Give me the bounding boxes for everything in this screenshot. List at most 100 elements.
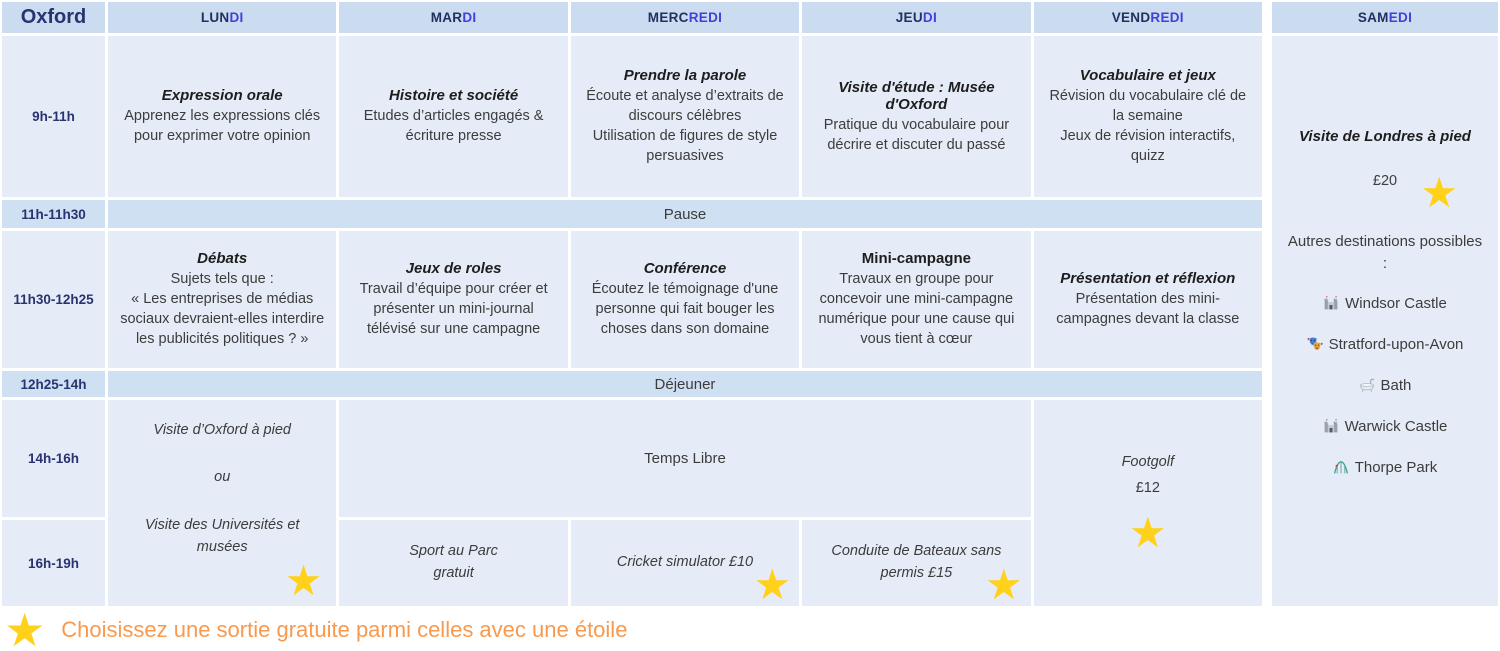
- cell-content: Jeux de roles Travail d’équipe pour crée…: [349, 260, 557, 339]
- destination-label: Thorpe Park: [1354, 458, 1438, 476]
- day-label: SAM: [1357, 10, 1389, 25]
- schedule-table: Oxford LUN DI MAR DI MERC REDI JEU DI VEND RE…: [2, 2, 1498, 606]
- destination-label: Warwick Castle: [1344, 417, 1448, 435]
- destination-item: Windsor Castle: [1307, 295, 1464, 312]
- day-label-suffix: REDI: [1150, 10, 1184, 25]
- day-header-mercredi: MERC REDI: [570, 2, 800, 33]
- activity-desc: Sujets tels que : « Les entreprises de m…: [120, 271, 325, 347]
- activity-title: Mini-campagne: [861, 250, 971, 267]
- day-header-samedi: SAM EDI: [1271, 2, 1498, 33]
- activity-title: Conférence: [643, 260, 727, 277]
- day-label: MERC: [647, 10, 689, 25]
- time-label: 11h-11h30: [21, 206, 86, 222]
- page-title: Oxford: [20, 6, 87, 28]
- pause-band: Pause: [108, 200, 1262, 228]
- lunch-band: Déjeuner: [108, 371, 1262, 397]
- cell-vendredi-apres-midi: Footgolf £12 ★: [1033, 400, 1262, 606]
- time-cell-14h-16h: 14h-16h: [2, 400, 105, 517]
- star-icon: ★: [753, 561, 792, 608]
- time-label: 9h-11h: [32, 109, 75, 124]
- day-label: MAR: [430, 10, 463, 25]
- activity-desc: Etudes d’articles engagés & écriture pre…: [363, 108, 544, 144]
- activity-title: Footgolf: [1121, 454, 1174, 471]
- star-icon: ★: [984, 561, 1023, 608]
- free-time-label: Temps Libre: [644, 450, 726, 467]
- day-header-lundi: LUN DI: [108, 2, 337, 33]
- day-label-suffix: DI: [462, 10, 477, 25]
- destination-label: Windsor Castle: [1345, 294, 1447, 312]
- time-cell-11h30-12h25: 11h30-12h25: [2, 231, 105, 368]
- castle-icon: [1324, 296, 1338, 310]
- cell-content: Conférence Écoutez le témoignage d'une p…: [581, 260, 789, 339]
- cell-jeudi-soir: Conduite de Bateaux sans permis £15 ★: [802, 520, 1031, 608]
- day-label-suffix: REDI: [688, 10, 723, 25]
- corner-cell: Oxford: [2, 2, 105, 33]
- day-header-mardi: MAR DI: [339, 2, 568, 33]
- activity-desc: Cricket simulator £10: [616, 554, 754, 571]
- time-label: 11h30-12h25: [13, 292, 94, 307]
- destination-item: Thorpe Park: [1307, 459, 1464, 476]
- theater-masks-icon: [1306, 337, 1323, 351]
- destination-label: Bath: [1380, 376, 1412, 394]
- activity-desc: Apprenez les expressions clés pour expri…: [124, 108, 321, 144]
- activity-desc: Travail d’équipe pour créer et présenter…: [359, 281, 548, 337]
- star-icon: ★: [1420, 169, 1458, 216]
- cell-mardi-matin: Histoire et société Etudes d’articles en…: [339, 36, 568, 197]
- activity-option-1: Visite d’Oxford à pied: [153, 421, 291, 438]
- day-label: LUN: [200, 10, 230, 25]
- cell-content: Présentation et réflexion Présentation d…: [1044, 270, 1252, 329]
- day-label: VEND: [1111, 10, 1151, 25]
- activity-desc: Pratique du vocabulaire pour décrire et …: [823, 116, 1010, 153]
- activity-option-separator: ou: [214, 469, 231, 486]
- roller-coaster-icon: [1333, 461, 1348, 474]
- activity-desc: Conduite de Bateaux sans permis £15: [831, 543, 1002, 581]
- cell-lundi-midi: Débats Sujets tels que : « Les entrepris…: [108, 231, 337, 368]
- activity-title: Présentation et réflexion: [1060, 270, 1236, 287]
- activity-title: Prendre la parole: [623, 67, 747, 84]
- cell-mercredi-midi: Conférence Écoutez le témoignage d'une p…: [570, 231, 800, 368]
- time-label: 12h25-14h: [20, 376, 87, 392]
- star-icon: ★: [1128, 508, 1167, 556]
- cell-content: Expression orale Apprenez les expression…: [124, 87, 320, 146]
- time-label: 16h-19h: [27, 555, 80, 571]
- activity-desc: Écoute et analyse d’extraits de discours…: [586, 88, 784, 164]
- destination-label: Stratford-upon-Avon: [1328, 335, 1464, 353]
- activity-title: Jeux de roles: [405, 260, 502, 277]
- legend-star-icon: ★: [4, 604, 46, 651]
- cell-lundi-matin: Expression orale Apprenez les expression…: [108, 36, 337, 197]
- cell-mardi-midi: Jeux de roles Travail d’équipe pour crée…: [339, 231, 568, 368]
- cell-vendredi-matin: Vocabulaire et jeux Révision du vocabula…: [1033, 36, 1262, 197]
- cell-temps-libre: Temps Libre: [339, 400, 1031, 517]
- pause-label: Pause: [663, 205, 707, 223]
- activity-title: Vocabulaire et jeux: [1079, 67, 1216, 84]
- activity-price: £12: [1135, 479, 1160, 496]
- cell-mercredi-matin: Prendre la parole Écoute et analyse d’ex…: [570, 36, 800, 197]
- cell-content: Histoire et société Etudes d’articles en…: [364, 87, 544, 146]
- activity-title: Expression orale: [161, 87, 283, 104]
- cell-samedi: Visite de Londres à pied £20 ★ Autres de…: [1271, 36, 1498, 606]
- activity-title: Histoire et société: [388, 87, 519, 104]
- cell-mardi-soir: Sport au Parc gratuit: [339, 520, 568, 606]
- cell-content: Mini-campagne Travaux en groupe pour con…: [812, 250, 1020, 349]
- activity-desc: Sport au Parc gratuit: [409, 543, 498, 581]
- time-cell-pause: 11h-11h30: [2, 200, 105, 228]
- activity-desc: Présentation des mini-campagnes devant l…: [1056, 291, 1240, 327]
- cell-content: Débats Sujets tels que : « Les entrepris…: [118, 250, 326, 349]
- lunch-label: Déjeuner: [654, 375, 716, 393]
- cell-vendredi-midi: Présentation et réflexion Présentation d…: [1033, 231, 1262, 368]
- activity-title: Visite d'étude : Musée d'Oxford: [838, 78, 995, 113]
- activity-option-2: Visite des Universités et musées: [144, 517, 300, 555]
- time-cell-9h-11h: 9h-11h: [2, 36, 105, 197]
- activity-desc: Travaux en groupe pour concevoir une min…: [818, 271, 1015, 347]
- destination-item: Stratford-upon-Avon: [1306, 335, 1464, 353]
- cell-content: Visite d'étude : Musée d'Oxford Pratique…: [812, 79, 1020, 155]
- activity-desc: Écoutez le témoignage d'une personne qui…: [591, 281, 779, 337]
- legend-text: Choisissez une sortie gratuite parmi cel…: [61, 617, 628, 642]
- activity-title: Débats: [197, 250, 248, 267]
- time-cell-16h-19h: 16h-19h: [2, 520, 105, 606]
- legend: ★ Choisissez une sortie gratuite parmi c…: [4, 604, 1500, 651]
- saturday-note: Autres destinations possibles :: [1287, 233, 1483, 272]
- cell-mercredi-soir: Cricket simulator £10 ★: [570, 520, 800, 608]
- cell-jeudi-matin: Visite d'étude : Musée d'Oxford Pratique…: [802, 36, 1031, 197]
- destination-item: Bath: [1307, 377, 1464, 394]
